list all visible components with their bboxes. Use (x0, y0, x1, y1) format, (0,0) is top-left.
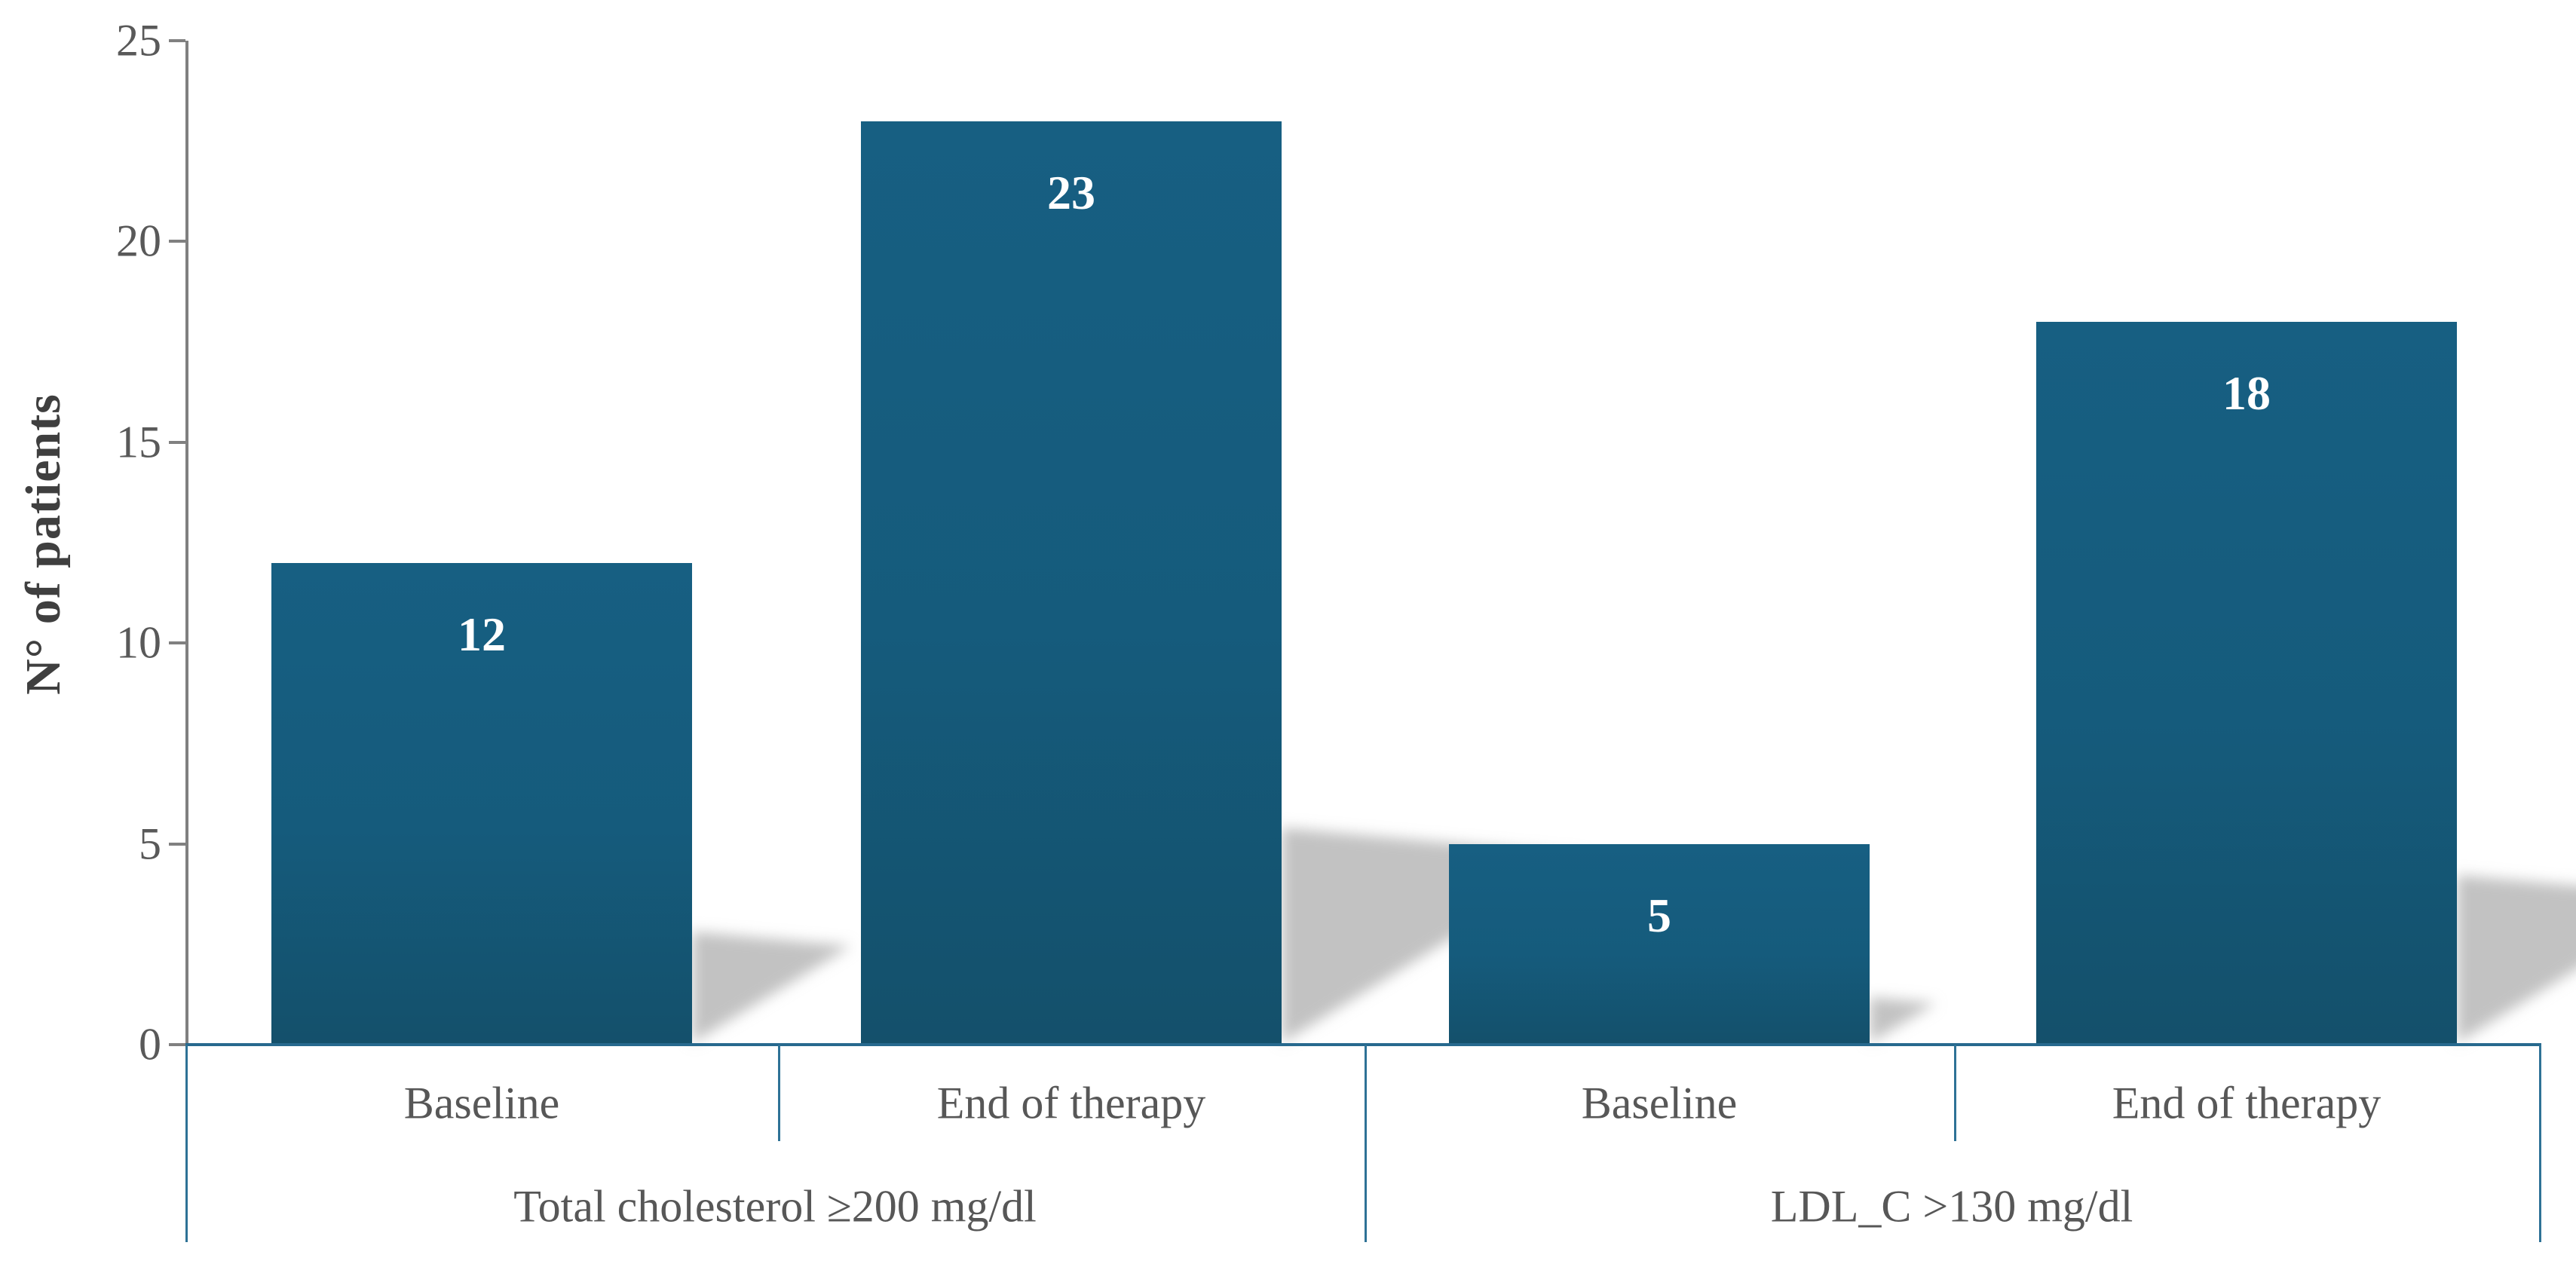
group-divider (1365, 1045, 1367, 1242)
y-tick (169, 240, 185, 243)
bar-value-label: 18 (2222, 366, 2271, 420)
y-tick-label: 5 (139, 819, 161, 869)
x-category-label: Baseline (1581, 1078, 1738, 1128)
bar-value-label: 5 (1647, 888, 1671, 942)
y-tick-label: 20 (116, 216, 161, 266)
y-tick (169, 842, 185, 846)
x-group-label: LDL_C >130 mg/dl (1770, 1181, 2133, 1232)
y-tick (169, 1043, 185, 1046)
bar-1: 23 (861, 121, 1282, 1045)
group-divider (185, 1045, 188, 1242)
y-tick-label: 25 (116, 15, 161, 66)
x-axis-line (185, 1043, 2541, 1046)
y-tick (169, 440, 185, 444)
x-category-label: Baseline (403, 1078, 560, 1128)
bar-0: 12 (271, 562, 692, 1045)
y-tick-label: 0 (139, 1019, 161, 1070)
category-divider (1954, 1045, 1956, 1141)
bar-shadow (2457, 875, 2576, 1043)
y-tick-label: 15 (116, 417, 161, 467)
x-category-label: End of therapy (2112, 1078, 2381, 1128)
bar-value-label: 12 (458, 607, 506, 661)
x-group-label: Total cholesterol ≥200 mg/dl (513, 1181, 1037, 1232)
y-tick (169, 641, 185, 645)
bar-3: 18 (2036, 321, 2457, 1045)
category-divider (778, 1045, 780, 1141)
group-divider (2539, 1045, 2541, 1242)
y-tick (169, 39, 185, 42)
bar-shadow (1870, 997, 1936, 1043)
y-tick-label: 10 (116, 617, 161, 668)
bar-value-label: 23 (1047, 165, 1095, 219)
x-category-label: End of therapy (936, 1078, 1206, 1128)
bar-shadow (692, 932, 851, 1043)
bar-2: 5 (1449, 843, 1870, 1045)
y-axis-line (185, 41, 188, 1045)
